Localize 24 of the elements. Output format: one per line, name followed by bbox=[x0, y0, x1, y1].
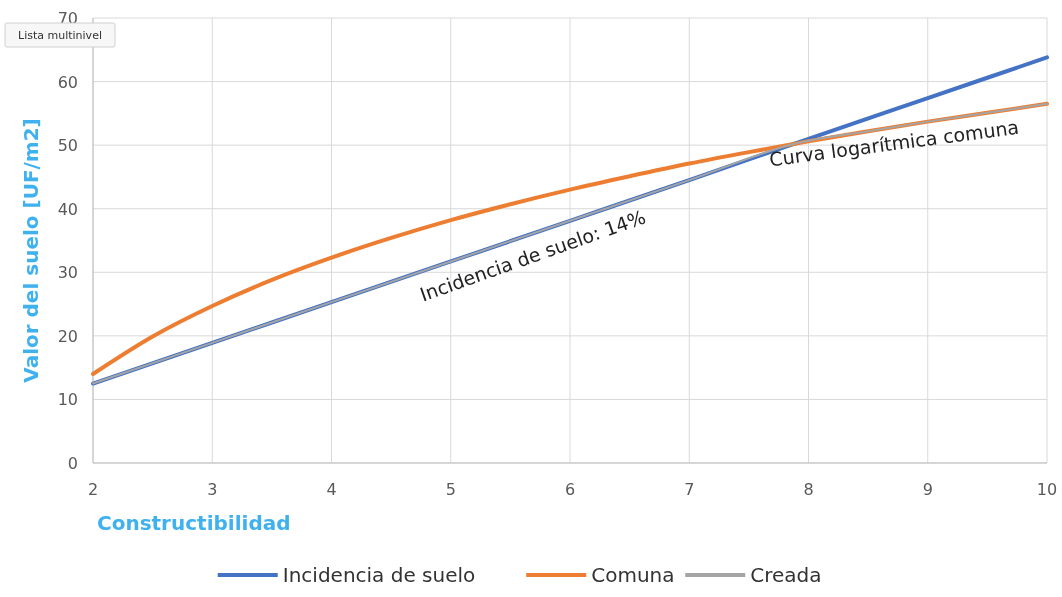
y-tick-label: 50 bbox=[57, 136, 78, 156]
legend-label: Creada bbox=[750, 563, 822, 587]
y-tick-label: 30 bbox=[57, 263, 78, 283]
x-tick-label: 3 bbox=[207, 480, 218, 499]
x-tick-label: 6 bbox=[564, 480, 576, 499]
legend-label: Comuna bbox=[591, 563, 675, 587]
x-tick-label: 7 bbox=[684, 480, 695, 499]
y-tick-label: 60 bbox=[57, 72, 78, 92]
y-axis-title: Valor del suelo [UF/m2] bbox=[19, 118, 43, 383]
tooltip: Lista multinivel bbox=[4, 22, 116, 48]
x-tick-label: 8 bbox=[803, 480, 814, 499]
x-tick-label: 2 bbox=[87, 480, 99, 499]
annotation: Curva logarítmica comuna bbox=[768, 115, 1021, 171]
y-tick-label: 0 bbox=[67, 454, 78, 473]
y-tick-label: 10 bbox=[57, 390, 78, 410]
legend-label: Incidencia de suelo bbox=[282, 563, 476, 587]
x-tick-label: 9 bbox=[922, 480, 933, 499]
y-tick-label: 40 bbox=[57, 199, 78, 219]
x-tick-label: 5 bbox=[445, 480, 456, 499]
x-tick-label: 4 bbox=[326, 480, 337, 499]
annotation: Lista multinivel bbox=[18, 29, 102, 42]
y-tick-label: 20 bbox=[57, 326, 78, 346]
x-tick-label: 10 bbox=[1036, 480, 1058, 499]
x-axis-title: Constructibilidad bbox=[97, 511, 291, 535]
